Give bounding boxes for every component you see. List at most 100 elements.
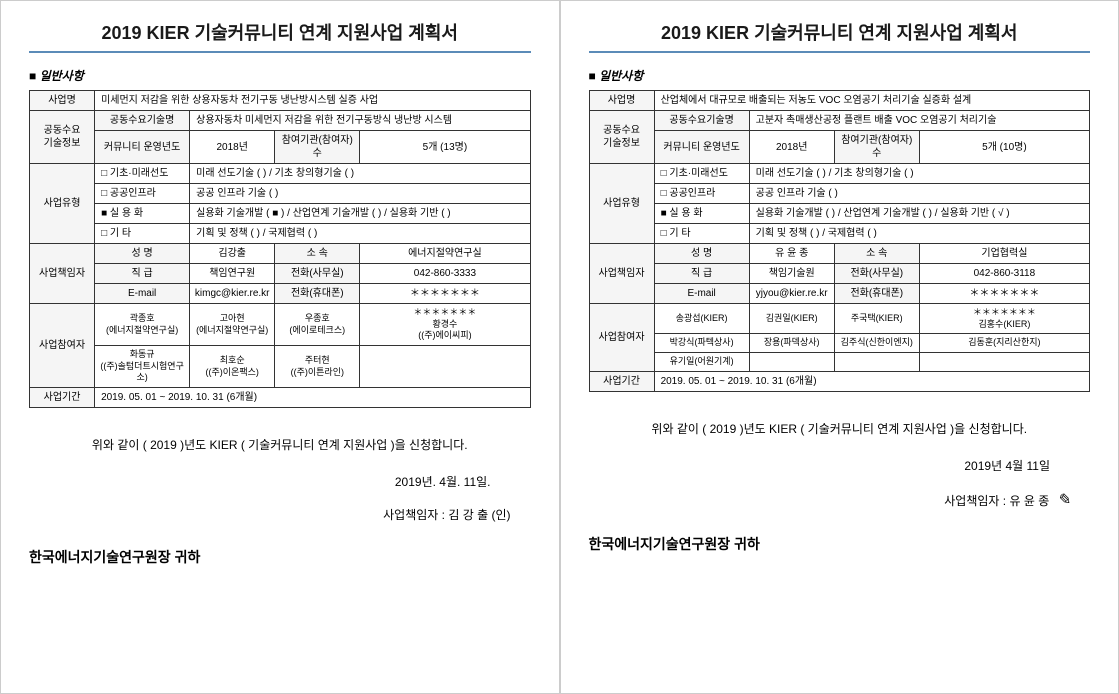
type-check-3: □ 기 타 bbox=[654, 224, 749, 244]
info-table-right: 사업명 산업체에서 대규모로 배출되는 저농도 VOC 오염공기 처리기술 실증… bbox=[589, 90, 1091, 392]
pi-r3c3: 전화(휴대폰) bbox=[275, 284, 360, 304]
section-heading: ■ 일반사항 bbox=[589, 67, 1091, 84]
pi-r3c4: ＊＊＊＊＊＊＊ bbox=[919, 284, 1089, 304]
part-0-0: 송광섭(KIER) bbox=[654, 304, 749, 334]
part-2-1 bbox=[749, 353, 834, 372]
label-project-name: 사업명 bbox=[589, 91, 654, 111]
part-2-2 bbox=[834, 353, 919, 372]
part-1-2: 주터현 ((주)이튼라인) bbox=[275, 346, 360, 388]
statement: 위와 같이 ( 2019 )년도 KIER ( 기술커뮤니티 연계 지원사업 )… bbox=[29, 436, 531, 453]
type-cell-1: 공공 인프라 기술 ( ) bbox=[749, 184, 1089, 204]
type-check-2: ■ 실 용 화 bbox=[654, 204, 749, 224]
project-name: 산업체에서 대규모로 배출되는 저농도 VOC 오염공기 처리기술 실증화 설계 bbox=[654, 91, 1089, 111]
label-tech-name: 공동수요기술명 bbox=[95, 111, 190, 131]
pi-r2c4: 042-860-3118 bbox=[919, 264, 1089, 284]
part-1-3: 김동훈(지리산한지) bbox=[919, 334, 1089, 353]
pi-r3c3: 전화(휴대폰) bbox=[834, 284, 919, 304]
pi-r3c2: yjyou@kier.re.kr bbox=[749, 284, 834, 304]
part-1-1: 장용(파덱상사) bbox=[749, 334, 834, 353]
label-community-year: 커뮤니티 운영년도 bbox=[654, 131, 749, 164]
pi-r1c1: 성 명 bbox=[654, 244, 749, 264]
date: 2019년. 4월. 11일. bbox=[29, 473, 531, 490]
period: 2019. 05. 01 ~ 2019. 10. 31 (6개월) bbox=[95, 388, 530, 408]
part-0-2: 우종호 (에이로테크스) bbox=[275, 304, 360, 346]
type-cell-0: 미래 선도기술 ( ) / 기초 창의형기술 ( ) bbox=[749, 164, 1089, 184]
participants: 5개 (13명) bbox=[360, 131, 530, 164]
part-0-1: 김권일(KIER) bbox=[749, 304, 834, 334]
label-part: 사업참여자 bbox=[589, 304, 654, 372]
recipient: 한국에너지기술연구원장 귀하 bbox=[589, 534, 1091, 554]
doc-title: 2019 KIER 기술커뮤니티 연계 지원사업 계획서 bbox=[589, 19, 1091, 53]
type-check-1: □ 공공인프라 bbox=[654, 184, 749, 204]
label-community-year: 커뮤니티 운영년도 bbox=[95, 131, 190, 164]
type-cell-1: 공공 인프라 기술 ( ) bbox=[190, 184, 530, 204]
document-left: 2019 KIER 기술커뮤니티 연계 지원사업 계획서 ■ 일반사항 사업명 … bbox=[0, 0, 560, 694]
type-check-2: ■ 실 용 화 bbox=[95, 204, 190, 224]
label-demand: 공동수요 기술정보 bbox=[30, 111, 95, 164]
pi-r2c3: 전화(사무실) bbox=[275, 264, 360, 284]
section-heading: ■ 일반사항 bbox=[29, 67, 531, 84]
signer: 사업책임자 : 유 윤 종 ✎ bbox=[589, 490, 1091, 510]
part-2-3 bbox=[919, 353, 1089, 372]
pi-r3c2: kimgc@kier.re.kr bbox=[190, 284, 275, 304]
pi-r1c2: 유 윤 종 bbox=[749, 244, 834, 264]
pi-r2c2: 책임기술원 bbox=[749, 264, 834, 284]
document-right: 2019 KIER 기술커뮤니티 연계 지원사업 계획서 ■ 일반사항 사업명 … bbox=[560, 0, 1119, 694]
label-project-name: 사업명 bbox=[30, 91, 95, 111]
label-type: 사업유형 bbox=[30, 164, 95, 244]
pi-r1c3: 소 속 bbox=[275, 244, 360, 264]
recipient: 한국에너지기술연구원장 귀하 bbox=[29, 547, 531, 567]
part-1-2: 김주식(신한이엔지) bbox=[834, 334, 919, 353]
community-year: 2018년 bbox=[190, 131, 275, 164]
part-0-0: 곽종호 (에너지절약연구실) bbox=[95, 304, 190, 346]
pi-r3c1: E-mail bbox=[654, 284, 749, 304]
label-participants: 참여기관(참여자)수 bbox=[275, 131, 360, 164]
label-type: 사업유형 bbox=[589, 164, 654, 244]
info-table-left: 사업명 미세먼지 저감을 위한 상용자동차 전기구동 냉난방시스템 실증 사업 … bbox=[29, 90, 531, 408]
part-1-0: 박강식(파텍상사) bbox=[654, 334, 749, 353]
part-1-0: 화동규 ((주)솔텀더트시험연구소) bbox=[95, 346, 190, 388]
tech-name: 고분자 촉매생산공정 플랜트 배출 VOC 오염공기 처리기술 bbox=[749, 111, 1089, 131]
community-year: 2018년 bbox=[749, 131, 834, 164]
participants: 5개 (10명) bbox=[919, 131, 1089, 164]
pi-r2c1: 직 급 bbox=[654, 264, 749, 284]
pi-r2c1: 직 급 bbox=[95, 264, 190, 284]
label-participants: 참여기관(참여자)수 bbox=[834, 131, 919, 164]
signature-mark: ✎ bbox=[1055, 489, 1071, 511]
label-demand: 공동수요 기술정보 bbox=[589, 111, 654, 164]
doc-title: 2019 KIER 기술커뮤니티 연계 지원사업 계획서 bbox=[29, 19, 531, 53]
pi-r2c4: 042-860-3333 bbox=[360, 264, 530, 284]
project-name: 미세먼지 저감을 위한 상용자동차 전기구동 냉난방시스템 실증 사업 bbox=[95, 91, 530, 111]
label-period: 사업기간 bbox=[30, 388, 95, 408]
signer: 사업책임자 : 김 강 출 (인) bbox=[29, 506, 531, 523]
part-0-3: ＊＊＊＊＊＊＊ 황경수 ((주)에이씨피) bbox=[360, 304, 530, 346]
pi-r3c1: E-mail bbox=[95, 284, 190, 304]
pi-r1c3: 소 속 bbox=[834, 244, 919, 264]
pi-r3c4: ＊＊＊＊＊＊＊ bbox=[360, 284, 530, 304]
type-cell-2: 실용화 기술개발 ( ■ ) / 산업연계 기술개발 ( ) / 실용화 기반 … bbox=[190, 204, 530, 224]
type-check-0: □ 기초·미래선도 bbox=[654, 164, 749, 184]
type-check-3: □ 기 타 bbox=[95, 224, 190, 244]
part-0-2: 주국택(KIER) bbox=[834, 304, 919, 334]
label-pi: 사업책임자 bbox=[30, 244, 95, 304]
type-cell-2: 실용화 기술개발 ( ) / 산업연계 기술개발 ( ) / 실용화 기반 ( … bbox=[749, 204, 1089, 224]
part-1-3 bbox=[360, 346, 530, 388]
pi-r1c4: 기업협력실 bbox=[919, 244, 1089, 264]
label-pi: 사업책임자 bbox=[589, 244, 654, 304]
type-check-0: □ 기초·미래선도 bbox=[95, 164, 190, 184]
pi-r1c4: 에너지절약연구실 bbox=[360, 244, 530, 264]
label-part: 사업참여자 bbox=[30, 304, 95, 388]
period: 2019. 05. 01 ~ 2019. 10. 31 (6개월) bbox=[654, 371, 1089, 391]
pi-r2c2: 책임연구원 bbox=[190, 264, 275, 284]
signer-text: 사업책임자 : 유 윤 종 bbox=[944, 494, 1049, 508]
statement: 위와 같이 ( 2019 )년도 KIER ( 기술커뮤니티 연계 지원사업 )… bbox=[589, 420, 1091, 437]
label-tech-name: 공동수요기술명 bbox=[654, 111, 749, 131]
date: 2019년 4월 11일 bbox=[589, 457, 1091, 474]
type-cell-0: 미래 선도기술 ( ) / 기초 창의형기술 ( ) bbox=[190, 164, 530, 184]
part-0-3: ＊＊＊＊＊＊＊ 김홍수(KIER) bbox=[919, 304, 1089, 334]
pi-r1c1: 성 명 bbox=[95, 244, 190, 264]
part-0-1: 고아현 (에너지절약연구실) bbox=[190, 304, 275, 346]
type-cell-3: 기획 및 정책 ( ) / 국제협력 ( ) bbox=[190, 224, 530, 244]
label-period: 사업기간 bbox=[589, 371, 654, 391]
type-check-1: □ 공공인프라 bbox=[95, 184, 190, 204]
